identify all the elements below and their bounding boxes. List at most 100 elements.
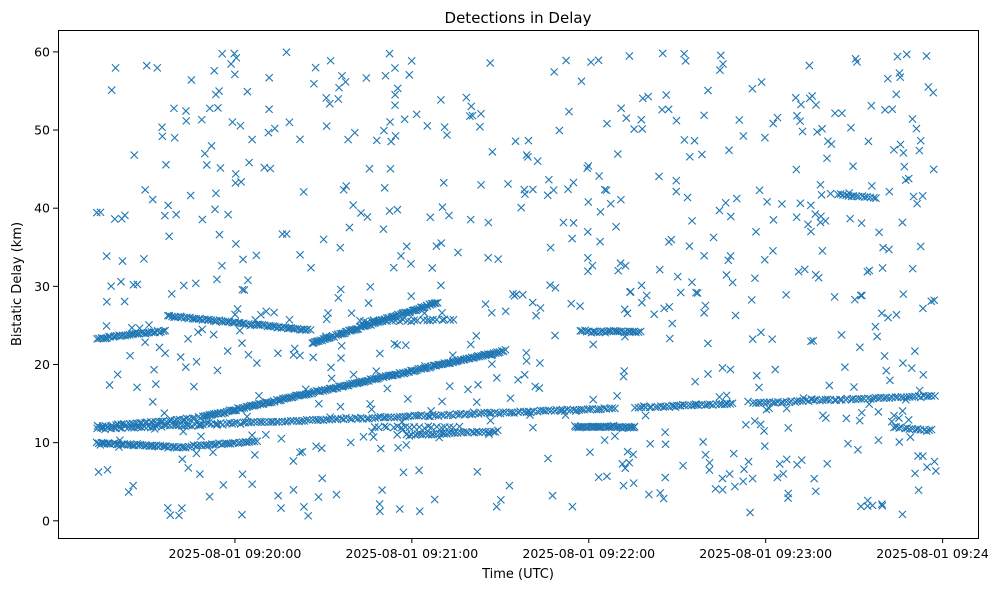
data-point (779, 469, 788, 478)
data-point (126, 351, 135, 360)
data-point (704, 86, 713, 95)
data-point (853, 445, 862, 454)
data-point (577, 405, 586, 414)
data-point (878, 263, 887, 272)
data-point (399, 468, 408, 477)
data-point (811, 210, 820, 219)
data-point (748, 474, 757, 483)
data-point (896, 73, 905, 82)
data-markers (92, 48, 940, 520)
data-point (885, 187, 894, 196)
data-point (235, 326, 244, 335)
data-point (181, 363, 190, 372)
data-point (697, 150, 706, 159)
data-point (215, 230, 224, 239)
data-point (484, 253, 493, 262)
data-point (623, 447, 632, 456)
data-point (690, 136, 699, 145)
data-point (901, 395, 910, 404)
data-point (823, 154, 831, 163)
data-point (99, 334, 108, 343)
data-point (485, 430, 494, 439)
data-point (884, 245, 893, 254)
data-point (763, 197, 772, 206)
data-point (701, 450, 710, 459)
data-point (755, 186, 764, 195)
data-point (264, 398, 273, 407)
data-point (227, 59, 236, 68)
data-point (798, 127, 807, 136)
data-point (467, 102, 476, 111)
data-point (302, 415, 311, 424)
data-point (337, 354, 345, 363)
data-point (243, 412, 252, 421)
data-point (679, 461, 688, 470)
data-point (661, 402, 670, 411)
data-point (927, 425, 936, 434)
data-point (905, 425, 914, 434)
data-point (105, 380, 114, 389)
data-point (494, 255, 503, 264)
data-point (902, 50, 911, 59)
data-point (319, 386, 328, 395)
data-point (533, 157, 542, 166)
data-point (618, 459, 627, 468)
data-point (826, 189, 835, 198)
data-point (363, 213, 372, 222)
data-point (823, 459, 832, 468)
data-point (289, 350, 298, 359)
data-point (401, 341, 410, 350)
data-point (676, 401, 685, 410)
data-point (511, 137, 520, 146)
data-point (211, 409, 220, 418)
data-point (701, 301, 710, 310)
data-point (469, 408, 478, 417)
data-point (910, 347, 919, 356)
data-point (771, 365, 780, 374)
data-point (366, 399, 375, 408)
data-point (576, 302, 585, 311)
data-point (326, 363, 335, 372)
data-point (289, 457, 298, 466)
data-point (367, 405, 376, 414)
data-point (445, 410, 454, 419)
data-point (475, 122, 484, 131)
data-point (805, 61, 814, 70)
data-point (769, 119, 778, 128)
data-point (613, 423, 622, 432)
data-point (186, 191, 195, 200)
data-point (224, 210, 233, 219)
data-point (796, 100, 805, 109)
data-point (898, 218, 907, 227)
data-point (617, 104, 626, 113)
y-tick-label: 30 (34, 279, 50, 294)
data-point (243, 87, 252, 96)
data-point (341, 381, 350, 390)
data-point (217, 261, 226, 270)
data-point (347, 309, 356, 318)
data-point (930, 296, 939, 305)
data-point (184, 463, 193, 472)
data-point (252, 251, 261, 260)
data-point (563, 405, 572, 414)
data-point (445, 382, 454, 391)
data-point (318, 474, 327, 483)
data-point (194, 328, 202, 337)
data-point (541, 406, 550, 415)
data-point (551, 283, 560, 292)
data-point (849, 394, 857, 403)
data-point (765, 404, 774, 413)
data-point (420, 361, 429, 370)
data-point (326, 56, 335, 65)
data-point (386, 117, 395, 126)
data-point (656, 489, 665, 497)
data-point (606, 199, 615, 208)
data-point (387, 413, 395, 422)
data-point (693, 288, 702, 297)
data-point (638, 124, 647, 133)
data-point (426, 213, 435, 222)
data-point (135, 324, 144, 333)
data-point (375, 349, 384, 358)
data-point (133, 383, 142, 392)
data-point (660, 304, 669, 313)
